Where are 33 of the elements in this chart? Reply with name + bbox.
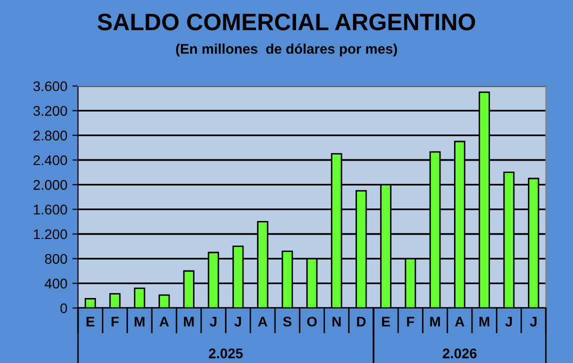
x-tick-label: J — [210, 316, 216, 327]
text: 2.025 — [208, 348, 243, 358]
y-tick-label: 0 — [60, 303, 68, 314]
y-tick-label: 400 — [44, 278, 68, 289]
x-tick-label: D — [357, 316, 366, 326]
y-tick-label: 800 — [45, 254, 68, 264]
chart-title: SALDO COMERCIAL ARGENTINO — [98, 14, 476, 30]
x-tick-label: O — [307, 316, 317, 327]
x-tick-label: E — [382, 316, 390, 326]
x-tick-label: A — [160, 316, 169, 326]
y-tick-label: 3.600 — [33, 81, 68, 92]
x-tick-label: F — [112, 316, 119, 326]
x-tick-label: F — [407, 316, 414, 326]
x-tick-label: N — [332, 316, 341, 326]
y-tick-label: 2.000 — [34, 180, 68, 190]
x-tick-label: J — [505, 316, 512, 327]
x-tick-label: M — [134, 316, 144, 326]
y-tick-label: 2.400 — [34, 155, 68, 166]
x-tick-label: S — [283, 316, 292, 327]
chart-subtitle: (En millones de dólares por mes) — [176, 43, 397, 57]
text: 2.026 — [442, 348, 477, 358]
x-tick-label: A — [258, 316, 268, 326]
y-tick-label: 1.200 — [34, 229, 68, 240]
x-tick-label: J — [530, 316, 536, 327]
x-tick-label: A — [455, 316, 464, 326]
x-tick-label: E — [86, 316, 94, 326]
y-tick-label: 1.600 — [34, 204, 68, 215]
y-tick-label: 3.200 — [33, 106, 68, 116]
x-tick-label: M — [184, 316, 194, 326]
x-tick-label: M — [479, 316, 490, 326]
x-tick-label: M — [430, 316, 440, 326]
y-tick-label: 2.800 — [34, 130, 68, 141]
x-tick-label: J — [234, 316, 241, 327]
